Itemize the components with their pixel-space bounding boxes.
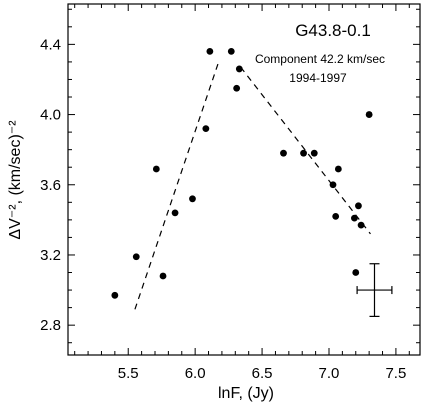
data-point — [332, 212, 340, 220]
data-point — [206, 47, 214, 55]
data-points — [111, 47, 373, 299]
x-tick-label: 6.0 — [185, 365, 206, 382]
y-tick-label: 3.2 — [40, 247, 61, 264]
annotation-component: Component 42.2 km/sec — [255, 52, 385, 66]
annotation-years: 1994-1997 — [289, 71, 347, 85]
y-tick-labels: 2.8 3.2 3.6 4.0 4.4 — [40, 36, 61, 334]
data-point — [235, 65, 243, 73]
data-point — [111, 291, 119, 299]
data-point — [351, 214, 358, 222]
data-point — [159, 272, 167, 280]
annotation-title: G43.8-0.1 — [295, 21, 371, 40]
data-point — [357, 221, 365, 229]
data-point — [132, 253, 140, 261]
y-axis-label: ΔV⁻², (km/sec)⁻² — [7, 120, 24, 240]
data-point — [189, 195, 196, 203]
data-point — [280, 149, 287, 157]
axis-ticks — [68, 4, 420, 355]
data-point — [310, 149, 318, 157]
y-tick-label: 3.6 — [40, 177, 61, 194]
x-tick-label: 7.0 — [319, 365, 340, 382]
data-point — [329, 181, 337, 189]
fit-lines — [134, 59, 371, 310]
data-point — [300, 149, 307, 157]
x-tick-label: 5.5 — [118, 365, 139, 382]
x-tick-labels: 5.5 6.0 6.5 7.0 7.5 — [118, 365, 407, 382]
plot-frame — [67, 3, 421, 356]
data-point — [355, 202, 362, 210]
data-point — [365, 111, 373, 118]
data-point — [152, 165, 160, 173]
x-axis-label: lnF, (Jy) — [218, 385, 274, 402]
data-point — [233, 84, 241, 92]
fit-line — [240, 66, 371, 235]
x-tick-label: 7.5 — [385, 365, 406, 382]
data-point — [334, 165, 342, 173]
y-tick-label: 4.0 — [40, 107, 61, 124]
data-point — [352, 269, 360, 276]
x-tick-label: 6.5 — [252, 365, 273, 382]
fit-line — [134, 59, 220, 310]
y-tick-label: 2.8 — [40, 317, 61, 334]
data-point — [171, 209, 179, 217]
y-tick-label: 4.4 — [40, 36, 61, 53]
error-bar — [356, 263, 393, 317]
data-point — [202, 125, 210, 133]
data-point — [227, 47, 235, 55]
